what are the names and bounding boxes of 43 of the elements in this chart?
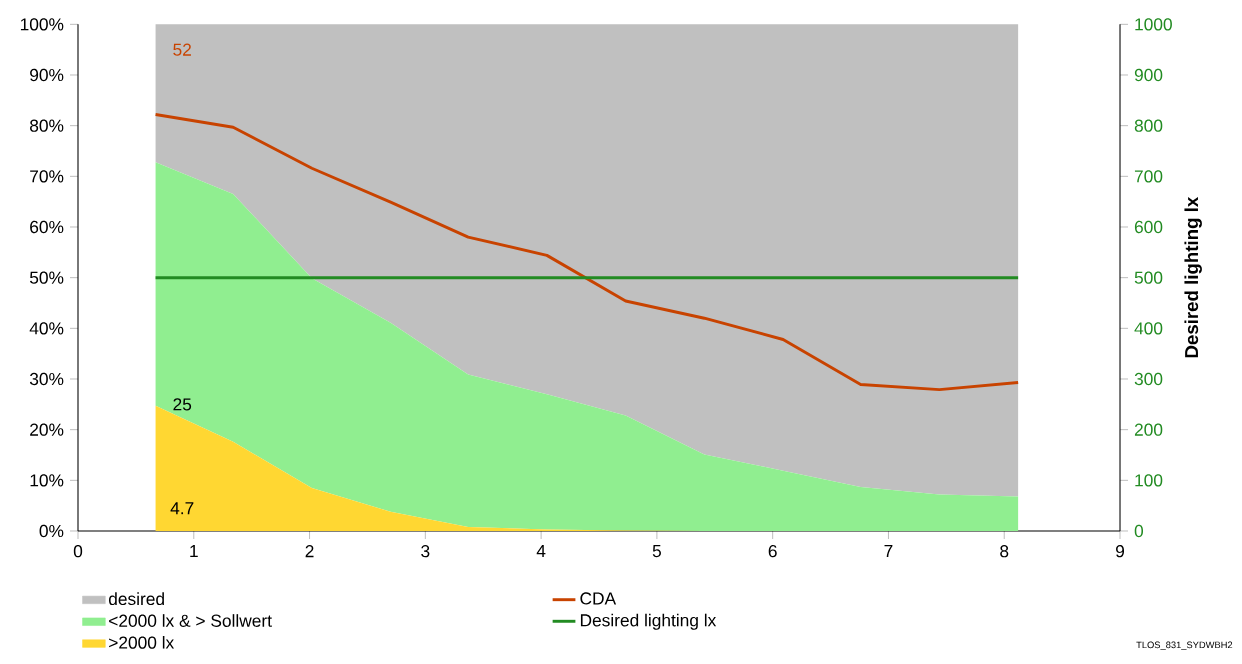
y2-tick-label: 200 [1134, 423, 1163, 436]
y-tick-label: 10% [30, 474, 64, 487]
x-tick-label: 4 [536, 545, 546, 557]
y-tick-label: 30% [29, 372, 64, 386]
y2-axis-title: Desired lighting lx [1184, 196, 1202, 358]
x-tick-label: 8 [1000, 545, 1009, 558]
y-tick-label: 90% [30, 68, 64, 82]
y2-tick-label: 1000 [1135, 18, 1172, 31]
annotation: 52 [173, 43, 191, 56]
x-tick-label: 6 [768, 545, 777, 558]
x-tick-label: 2 [305, 545, 314, 558]
x-tick-label: 5 [652, 545, 661, 558]
y-tick-label: 100% [20, 18, 64, 31]
legend-label: Desired lighting lx [580, 613, 717, 630]
x-tick-label: 3 [421, 545, 430, 558]
y2-tick-label: 400 [1134, 322, 1163, 335]
x-tick-label: 0 [73, 545, 83, 558]
y-tick-label: 70% [30, 170, 64, 183]
y-tick-label: 40% [29, 322, 64, 335]
legend-label: <2000 lx & > Sollwert [109, 614, 272, 627]
annotation: 25 [173, 398, 192, 411]
y-tick-label: 60% [30, 220, 64, 234]
y-tick-label: 50% [29, 271, 64, 284]
y2-tick-label: 700 [1134, 170, 1163, 183]
legend-label: desired [108, 592, 164, 606]
y2-tick-label: 100 [1135, 474, 1163, 487]
x-tick-label: 9 [1116, 545, 1125, 558]
x-tick-label: 7 [884, 545, 893, 557]
y2-tick-label: 900 [1134, 68, 1163, 82]
legend-label: >2000 lx [109, 635, 175, 649]
y-tick-label: 80% [30, 119, 64, 132]
y-tick-label: 0% [39, 524, 64, 538]
x-tick-label: 1 [190, 545, 198, 557]
legend-label: CDA [580, 592, 617, 605]
y-tick-label: 20% [30, 423, 64, 436]
y2-tick-label: 300 [1134, 372, 1163, 386]
y2-tick-label: 600 [1134, 220, 1163, 234]
annotation: 4.7 [170, 502, 194, 515]
text: TLOS_831_SYDWBH2 [1136, 641, 1233, 650]
line-series [154, 113, 1020, 392]
y2-tick-label: 500 [1134, 271, 1163, 284]
y2-tick-label: 0 [1134, 524, 1144, 538]
y2-tick-label: 800 [1134, 119, 1163, 132]
